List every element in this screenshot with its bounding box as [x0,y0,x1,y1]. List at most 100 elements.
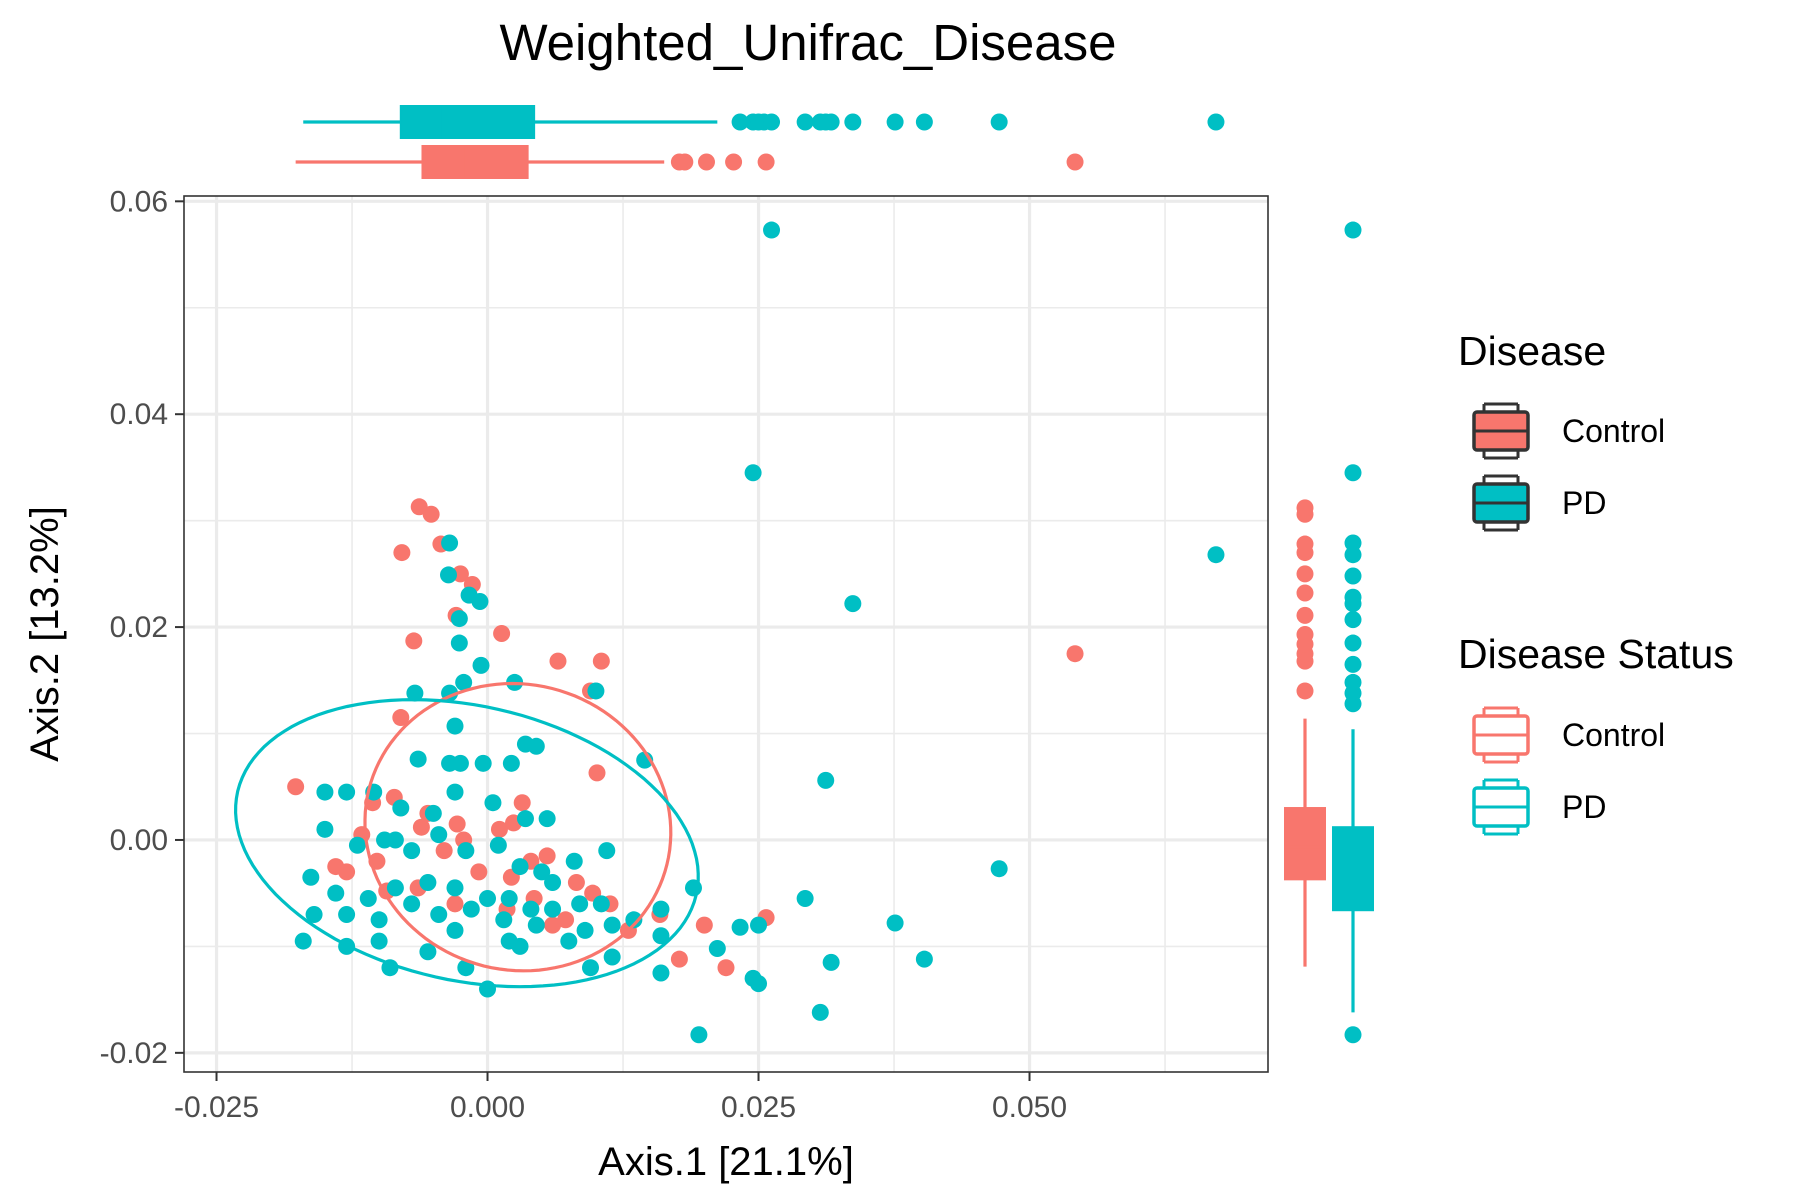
ellipse-control [363,681,673,973]
x-axis: -0.025 0.000 0.025 0.050 [174,1072,1067,1124]
point-pd [495,911,513,929]
point-pd [338,905,356,923]
point-control [567,874,585,892]
point-pd [527,737,545,755]
point-pd [450,634,468,652]
legend-key-pd [1472,474,1530,532]
marginal-x-outlier-control [757,153,775,171]
point-pd [565,852,583,870]
point-pd [430,905,448,923]
point-pd [886,914,904,932]
data-points [287,221,1225,1044]
point-control [412,818,430,836]
point-control [1066,645,1084,663]
y-tick-label: 0.02 [110,611,168,644]
point-control [557,911,575,929]
point-control [405,632,423,650]
point-pd [511,858,529,876]
marginal-y-outlier-pd [1344,534,1362,552]
marginal-y-outlier-control [1296,584,1314,602]
point-pd [603,948,621,966]
point-pd [446,717,464,735]
point-pd [652,964,670,982]
marginal-x-outlier-pd [844,113,862,131]
point-pd [744,464,762,482]
x-tick-label: 0.050 [992,1091,1067,1124]
point-pd [587,682,605,700]
point-pd [462,900,480,918]
point-control [695,916,713,934]
marginal-y-boxplots [1284,221,1374,1044]
y-tick-label: -0.02 [100,1037,168,1070]
point-pd [316,783,334,801]
point-pd [844,595,862,613]
point-pd [392,799,410,817]
marginal-y-outlier-pd [1344,655,1362,673]
point-pd [544,900,562,918]
marginal-x-box-pd [399,105,536,139]
point-pd [359,890,377,908]
marginal-x-outlier-control [697,153,715,171]
point-control [470,863,488,881]
y-axis: -0.02 0.00 0.02 0.04 0.06 [100,185,184,1070]
point-pd [419,874,437,892]
point-pd [472,656,490,674]
marginal-y-outlier-control [1296,565,1314,583]
legend-label-control: Control [1562,413,1665,449]
legend-label-pd: PD [1562,789,1606,825]
point-pd [489,836,507,854]
point-control [393,544,411,562]
point-pd [409,750,427,768]
point-control [422,505,440,523]
marginal-y-outlier-pd [1344,611,1362,629]
point-pd [571,895,589,913]
panel-border [183,195,1269,1073]
confidence-ellipses [233,681,700,989]
x-axis-title: Axis.1 [21.1%] [598,1140,854,1184]
point-pd [446,879,464,897]
point-pd [479,890,497,908]
legend-key-control [1472,402,1530,460]
legend: Disease Control PD Disease Status Control PD [1458,328,1734,836]
marginal-y-outlier-pd [1344,588,1362,606]
point-control [549,652,567,670]
plot-panel [183,195,1269,1073]
point-pd [327,884,345,902]
marginal-y-outlier-pd [1344,1026,1362,1044]
point-pd [544,874,562,892]
point-pd [603,916,621,934]
point-pd [474,754,492,772]
y-tick-label: 0.06 [110,185,168,218]
point-pd [403,895,421,913]
point-pd [451,754,469,772]
point-pd [348,836,366,854]
point-control [435,842,453,860]
point-control [392,709,410,727]
y-tick-label: 0.00 [110,824,168,857]
point-pd [822,953,840,971]
marginal-y-outlier-control [1296,535,1314,553]
point-pd [516,810,534,828]
point-pd [511,937,529,955]
marginal-x-outlier-pd [731,113,749,131]
point-pd [592,895,610,913]
chart-title: Weighted_Unifrac_Disease [499,14,1116,71]
marginal-y-outlier-control [1296,499,1314,517]
marginal-y-box-control [1284,807,1326,881]
point-pd [796,890,814,908]
point-pd [582,959,599,977]
marginal-x-outlier-control [1066,153,1084,171]
y-axis-title: Axis.2 [13.2%] [23,506,67,762]
point-control [490,820,508,838]
point-control [717,959,735,977]
point-pd [763,221,781,239]
point-pd [316,820,334,838]
point-pd [386,879,404,897]
point-pd [446,921,464,939]
legend-title: Disease Status [1458,631,1734,677]
marginal-x-outlier-control [725,153,743,171]
point-pd [455,673,473,691]
point-pd [294,932,312,950]
point-control [448,815,466,833]
point-control [513,794,531,812]
